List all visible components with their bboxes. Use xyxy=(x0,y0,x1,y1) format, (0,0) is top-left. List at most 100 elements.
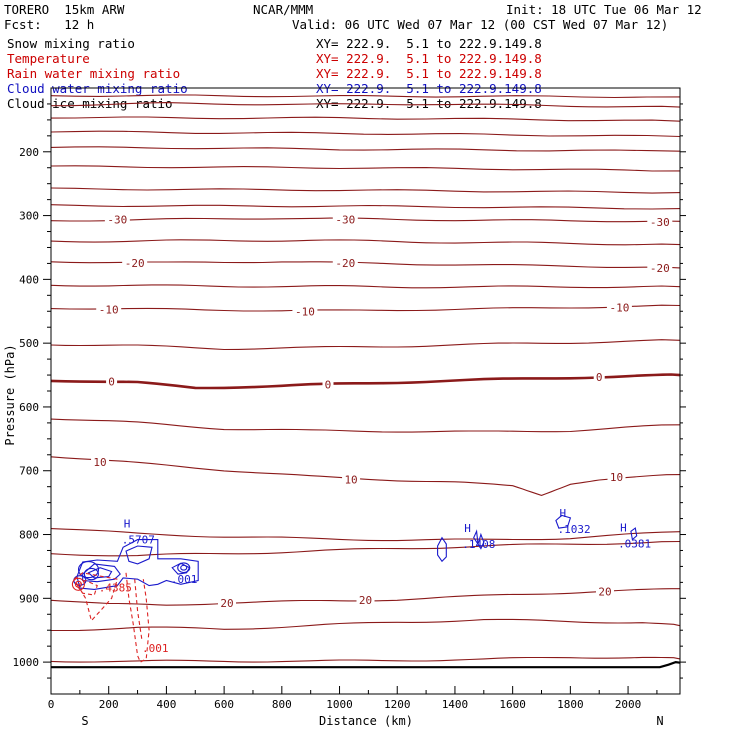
model-title: TORERO 15km ARW xyxy=(4,2,125,17)
isotherm-label: 10 xyxy=(93,456,106,469)
forecast-hour: Fcst: 12 h xyxy=(4,17,95,32)
isotherm-label-bg xyxy=(647,215,673,228)
isotherm-label-bg xyxy=(342,473,361,486)
isotherm-line-upper xyxy=(50,204,681,210)
x-tick-label: 1800 xyxy=(557,698,584,711)
right-endpoint-label: N xyxy=(656,714,663,728)
isotherm-line-lower xyxy=(50,540,681,557)
field-xy-rain: XY= 222.9. 5.1 to 222.9.149.8 xyxy=(316,66,542,81)
isotherm-line-10 xyxy=(50,456,681,496)
isotherm-label-bg xyxy=(322,378,334,391)
rain-water-ring xyxy=(74,580,82,588)
max-value-label: .0381 xyxy=(618,537,651,550)
isotherm-label: -10 xyxy=(609,301,629,314)
field-name-cloud-ice: Cloud ice mixing ratio xyxy=(7,96,173,111)
isotherm-label-bg xyxy=(332,256,358,269)
x-tick-label: 600 xyxy=(214,698,234,711)
isotherm-label: -30 xyxy=(335,213,355,226)
x-axis-title: Distance (km) xyxy=(319,714,413,728)
isotherm-label: 0 xyxy=(108,375,115,388)
cloud-water-contour xyxy=(555,514,572,529)
cloud-water-ring xyxy=(177,562,191,574)
y-tick-label: 400 xyxy=(19,273,39,286)
isotherm-label-bg xyxy=(122,256,148,269)
cloud-water-contour xyxy=(630,527,638,541)
isotherm-line-upper xyxy=(50,130,681,138)
y-tick-label: 300 xyxy=(19,210,39,223)
isotherm-line-upper xyxy=(50,187,681,194)
isotherm-label: -20 xyxy=(650,262,670,275)
isotherm-line-upper xyxy=(50,146,681,152)
isotherm-line-m30 xyxy=(50,217,681,223)
isotherm-label: 20 xyxy=(598,585,611,598)
x-tick-label: 1200 xyxy=(384,698,411,711)
isotherm-label-bg xyxy=(218,596,237,609)
isotherm-label-bg xyxy=(332,213,358,226)
isotherm-label-bg xyxy=(607,471,626,484)
cloud-water-contour xyxy=(473,529,479,545)
cloud-water-ring xyxy=(180,564,188,571)
field-xy-snow: XY= 222.9. 5.1 to 222.9.149.8 xyxy=(316,36,542,51)
max-marker-h: H xyxy=(620,521,627,534)
left-endpoint-label: S xyxy=(81,714,88,728)
isotherm-label: -10 xyxy=(99,303,119,316)
max-value-label: .1408 xyxy=(462,538,495,551)
field-name-snow: Snow mixing ratio xyxy=(7,36,135,51)
isotherm-label-bg xyxy=(96,303,122,316)
isotherm-label-bg xyxy=(606,301,632,314)
isotherm-label-bg xyxy=(593,370,605,383)
isotherm-line-upper xyxy=(50,116,681,122)
isotherm-label: -20 xyxy=(125,257,145,270)
isotherm-line-upper xyxy=(51,102,681,108)
isotherm-label: 0 xyxy=(325,379,332,392)
y-tick-label: 800 xyxy=(19,529,39,542)
max-value-label: .5707 xyxy=(122,534,155,547)
isotherm-label: 20 xyxy=(220,597,233,610)
cloud-water-ring xyxy=(83,567,99,581)
init-time: Init: 18 UTC Tue 06 Mar 12 xyxy=(506,2,702,17)
x-tick-label: 2000 xyxy=(615,698,642,711)
max-marker-h: H xyxy=(464,522,471,535)
field-name-rain: Rain water mixing ratio xyxy=(7,66,181,81)
isotherm-line-minor xyxy=(50,239,681,246)
isotherm-label: 10 xyxy=(610,471,623,484)
rain-water-contour xyxy=(125,572,150,663)
isotherm-line-lower xyxy=(50,656,681,663)
x-tick-label: 200 xyxy=(99,698,119,711)
cloud-water-ring xyxy=(77,561,100,579)
max-marker-h: H xyxy=(559,507,566,520)
isotherm-label-bg xyxy=(104,213,130,226)
cloud-water-contour xyxy=(477,532,485,550)
isotherm-line-lower xyxy=(51,618,681,632)
cloud-value-label: .001 xyxy=(171,573,198,586)
isotherm-label-bg xyxy=(91,455,110,468)
isotherm-label: -30 xyxy=(107,213,127,226)
y-tick-label: 600 xyxy=(19,401,39,414)
isotherm-label-bg xyxy=(106,375,118,388)
isotherm-line-m10 xyxy=(50,304,681,312)
rain-water-contour xyxy=(134,579,143,640)
valid-time: Valid: 06 UTC Wed 07 Mar 12 (00 CST Wed … xyxy=(292,17,669,32)
field-xy-temperature: XY= 222.9. 5.1 to 222.9.149.8 xyxy=(316,51,542,66)
field-name-temperature: Temperature xyxy=(7,51,90,66)
isotherm-line-0 xyxy=(50,373,681,390)
isotherm-line-upper xyxy=(50,165,681,172)
isotherm-line-minor xyxy=(50,528,681,542)
x-tick-label: 0 xyxy=(48,698,55,711)
y-tick-label: 1000 xyxy=(13,656,40,669)
isotherm-label: -10 xyxy=(295,305,315,318)
isotherm-label-bg xyxy=(292,305,318,318)
max-value-label: .1032 xyxy=(557,523,590,536)
isotherm-line-minor xyxy=(50,339,681,351)
x-tick-label: 1400 xyxy=(442,698,469,711)
isotherm-label-bg xyxy=(595,585,614,598)
isotherm-label-bg xyxy=(647,261,673,274)
y-tick-label: 900 xyxy=(19,592,39,605)
rain-value-label: .4385 xyxy=(99,581,132,594)
y-axis-title: Pressure (hPa) xyxy=(3,344,17,445)
isotherm-line-minor xyxy=(50,418,681,433)
rain-water-ring xyxy=(71,577,85,591)
cloud-water-contour xyxy=(125,545,153,565)
max-marker-h: H xyxy=(124,518,131,531)
